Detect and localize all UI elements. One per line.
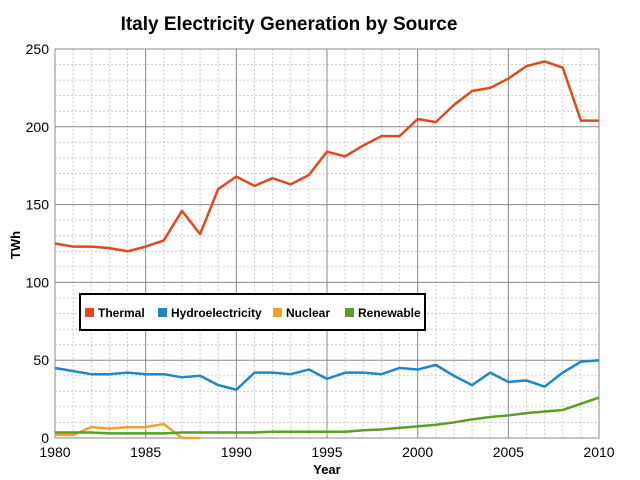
grid: [54, 48, 600, 439]
series-lines: [54, 60, 600, 440]
y-axis-label: TWh: [8, 231, 23, 259]
legend-swatch: [85, 308, 94, 317]
x-tick-label: 2000: [402, 444, 433, 460]
y-tick-label: 0: [41, 430, 49, 446]
series-line-renewable: [55, 396, 600, 435]
x-axis-label: Year: [313, 462, 340, 477]
legend-label: Hydroelectricity: [171, 306, 262, 320]
x-tick-label: 1985: [130, 444, 161, 460]
legend-swatch: [158, 308, 167, 317]
x-tick-label: 1995: [311, 444, 342, 460]
series-line-hydroelectricity: [54, 358, 600, 392]
legend: Thermal Hydroelectricity Nuclear Renewable: [79, 293, 426, 331]
y-tick-label: 100: [26, 274, 50, 290]
tick-labels: 1980 1985 1990 1995 2000 2005 2010 0 50 100 150 200…: [26, 41, 615, 460]
x-tick-label: 1980: [39, 444, 70, 460]
y-tick-label: 250: [26, 41, 50, 57]
x-tick-label: 1990: [221, 444, 252, 460]
legend-swatch: [273, 308, 282, 317]
y-tick-label: 50: [33, 352, 49, 368]
chart-title: Italy Electricity Generation by Source: [121, 14, 458, 35]
legend-label: Nuclear: [286, 306, 330, 320]
y-tick-label: 150: [26, 197, 50, 213]
y-tick-label: 200: [26, 119, 50, 135]
legend-box: [79, 293, 426, 331]
legend-label: Renewable: [358, 306, 421, 320]
x-tick-label: 2010: [583, 444, 614, 460]
series-line-thermal: [54, 60, 599, 253]
legend-label: Thermal: [98, 306, 145, 320]
x-tick-label: 2005: [493, 444, 524, 460]
legend-swatch: [345, 308, 354, 317]
